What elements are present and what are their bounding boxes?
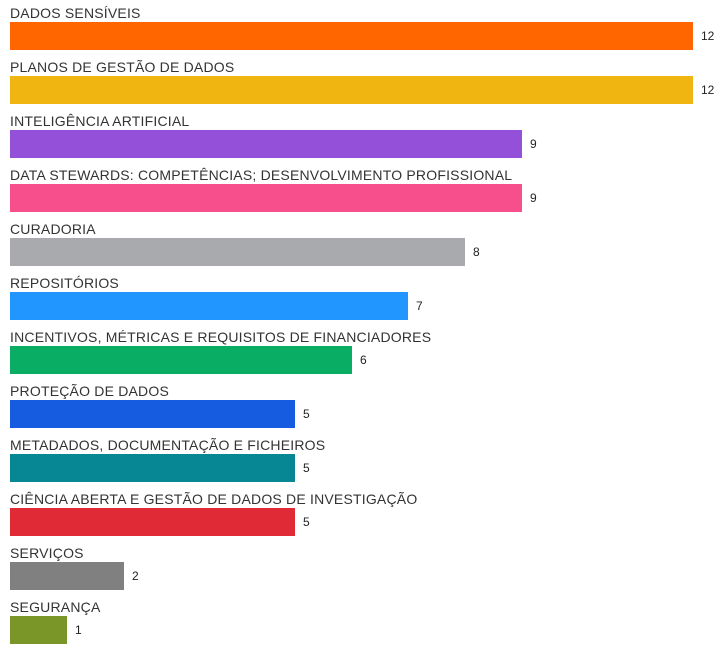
category-label: DATA STEWARDS: COMPETÊNCIAS; DESENVOLVIM… — [10, 167, 513, 183]
bar — [10, 508, 295, 536]
bar — [10, 238, 465, 266]
value-label: 5 — [303, 407, 310, 421]
category-label: CURADORIA — [10, 221, 96, 237]
value-label: 5 — [303, 515, 310, 529]
category-label: INCENTIVOS, MÉTRICAS E REQUISITOS DE FIN… — [10, 329, 432, 345]
category-label: METADADOS, DOCUMENTAÇÃO E FICHEIROS — [10, 437, 326, 453]
value-label: 12 — [701, 29, 715, 43]
category-label: PLANOS DE GESTÃO DE DADOS — [10, 59, 235, 75]
category-label: PROTEÇÃO DE DADOS — [10, 383, 169, 399]
bar — [10, 130, 522, 158]
category-label: DADOS SENSÍVEIS — [10, 5, 141, 21]
value-label: 12 — [701, 83, 715, 97]
value-label: 5 — [303, 461, 310, 475]
value-label: 7 — [416, 299, 423, 313]
category-label: REPOSITÓRIOS — [10, 275, 119, 291]
bar — [10, 292, 408, 320]
bar — [10, 562, 124, 590]
value-label: 1 — [75, 623, 82, 637]
bar — [10, 616, 67, 644]
bar — [10, 76, 693, 104]
category-label: SERVIÇOS — [10, 545, 84, 561]
value-label: 9 — [530, 137, 537, 151]
category-label: SEGURANÇA — [10, 599, 101, 615]
bar — [10, 454, 295, 482]
value-label: 6 — [360, 353, 367, 367]
category-label: INTELIGÊNCIA ARTIFICIAL — [10, 113, 190, 129]
category-label: CIÊNCIA ABERTA E GESTÃO DE DADOS DE INVE… — [10, 491, 418, 507]
value-label: 9 — [530, 191, 537, 205]
bar — [10, 346, 352, 374]
bar — [10, 400, 295, 428]
bar — [10, 22, 693, 50]
value-label: 2 — [132, 569, 139, 583]
bar — [10, 184, 522, 212]
value-label: 8 — [473, 245, 480, 259]
